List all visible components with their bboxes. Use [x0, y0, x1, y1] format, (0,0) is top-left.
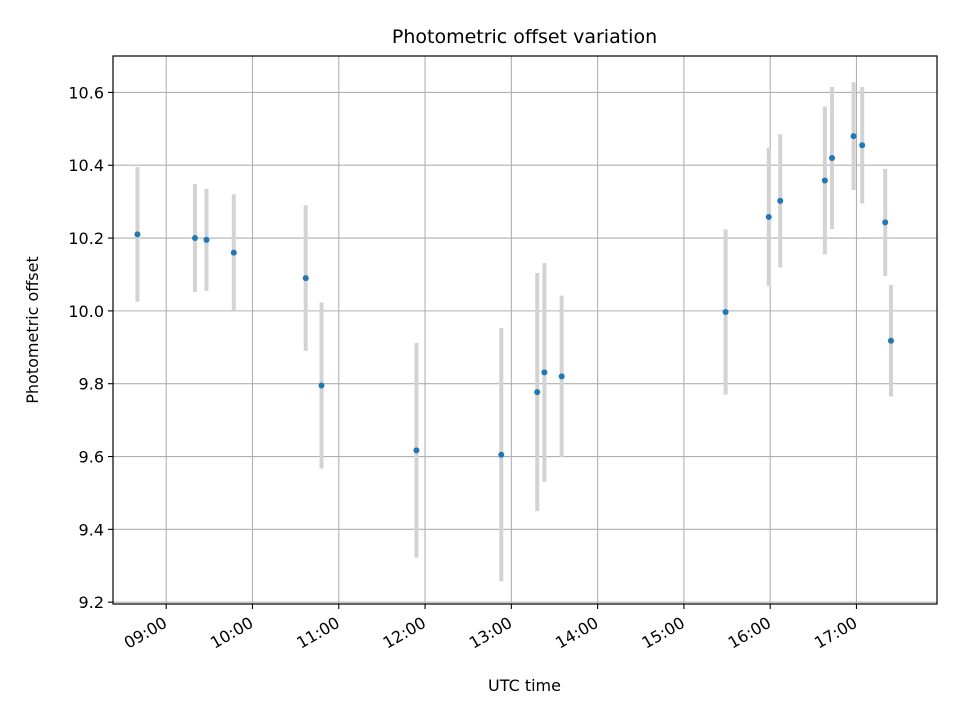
x-tick-label: 17:00 [811, 613, 860, 653]
data-point [829, 154, 836, 161]
data-point [498, 451, 505, 458]
data-point [134, 231, 141, 238]
x-tick-label: 16:00 [725, 613, 774, 653]
y-tick-label: 10.6 [68, 83, 104, 102]
data-point [302, 275, 309, 282]
point-layer [134, 133, 894, 458]
x-tick-label: 13:00 [466, 613, 515, 653]
data-point [534, 389, 541, 396]
y-tick-label: 9.8 [79, 375, 104, 394]
data-point [230, 249, 237, 256]
x-tick-label: 11:00 [293, 613, 342, 653]
data-point [765, 213, 772, 220]
data-point [191, 235, 198, 242]
x-tick-label: 14:00 [552, 613, 601, 653]
y-tick-label: 10.0 [68, 302, 104, 321]
x-tick-label: 10:00 [207, 613, 256, 653]
data-point [777, 197, 784, 204]
data-point [821, 177, 828, 184]
y-tick-label: 9.2 [79, 593, 104, 612]
data-point [850, 133, 857, 140]
y-tick-label: 9.6 [79, 448, 104, 467]
errorbar-layer [135, 82, 893, 582]
x-axis-ticks: 09:00 10:00 11:00 12:00 13:00 14:00 15:00 16:00… [121, 604, 860, 653]
x-axis-label: UTC time [488, 676, 561, 695]
x-tick-label: 09:00 [121, 613, 170, 653]
data-point [882, 219, 889, 226]
data-point [722, 308, 729, 315]
data-point [558, 373, 565, 380]
y-tick-label: 10.4 [68, 156, 104, 175]
x-tick-label: 15:00 [638, 613, 687, 653]
data-point [203, 236, 210, 243]
plot-area-frame [112, 55, 938, 605]
y-tick-label: 9.4 [79, 520, 104, 539]
data-point [859, 142, 866, 149]
y-axis-ticks: 9.2 9.4 9.6 9.8 10.0 10.2 10.4 10.6 [68, 83, 113, 612]
y-tick-label: 10.2 [68, 229, 104, 248]
x-tick-label: 12:00 [380, 613, 429, 653]
grid-layer [113, 56, 937, 604]
data-point [413, 447, 420, 454]
data-point [541, 369, 548, 376]
chart-title: Photometric offset variation [392, 26, 657, 48]
data-point [887, 337, 894, 344]
y-axis-label: Photometric offset [23, 256, 42, 404]
data-point [318, 382, 325, 389]
